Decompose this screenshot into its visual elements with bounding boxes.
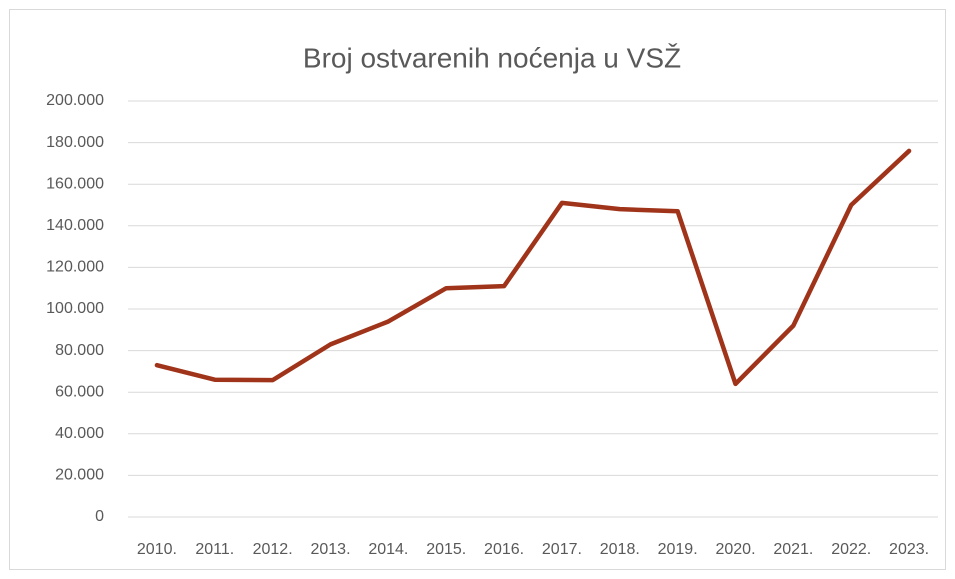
- chart-title: Broj ostvarenih noćenja u VSŽ: [303, 42, 681, 73]
- x-tick-label: 2012.: [253, 541, 293, 558]
- data-line: [154, 148, 912, 387]
- y-tick-label: 140.000: [46, 217, 104, 234]
- x-tick-label: 2017.: [542, 541, 582, 558]
- y-tick-label: 20.000: [55, 467, 104, 484]
- x-tick-label: 2014.: [368, 541, 408, 558]
- chart-border: [9, 9, 946, 570]
- y-tick-label: 40.000: [55, 425, 104, 442]
- x-tick-label: 2018.: [600, 541, 640, 558]
- y-tick-label: 160.000: [46, 175, 104, 192]
- x-tick-label: 2010.: [137, 541, 177, 558]
- x-tick-label: 2013.: [310, 541, 350, 558]
- x-tick-label: 2021.: [773, 541, 813, 558]
- x-tick-label: 2016.: [484, 541, 524, 558]
- x-tick-label: 2022.: [831, 541, 871, 558]
- y-tick-label: 60.000: [55, 383, 104, 400]
- y-tick-label: 0: [95, 508, 104, 525]
- y-tick-label: 180.000: [46, 134, 104, 151]
- y-tick-label: 120.000: [46, 259, 104, 276]
- x-tick-label: 2011.: [195, 541, 234, 558]
- x-tick-label: 2019.: [658, 541, 698, 558]
- x-tick-label: 2020.: [715, 541, 755, 558]
- y-tick-label: 200.000: [46, 92, 104, 109]
- x-tick-label: 2015.: [426, 541, 466, 558]
- x-tick-label: 2023.: [889, 541, 929, 558]
- y-tick-label: 100.000: [46, 300, 104, 317]
- y-tick-label: 80.000: [55, 342, 104, 359]
